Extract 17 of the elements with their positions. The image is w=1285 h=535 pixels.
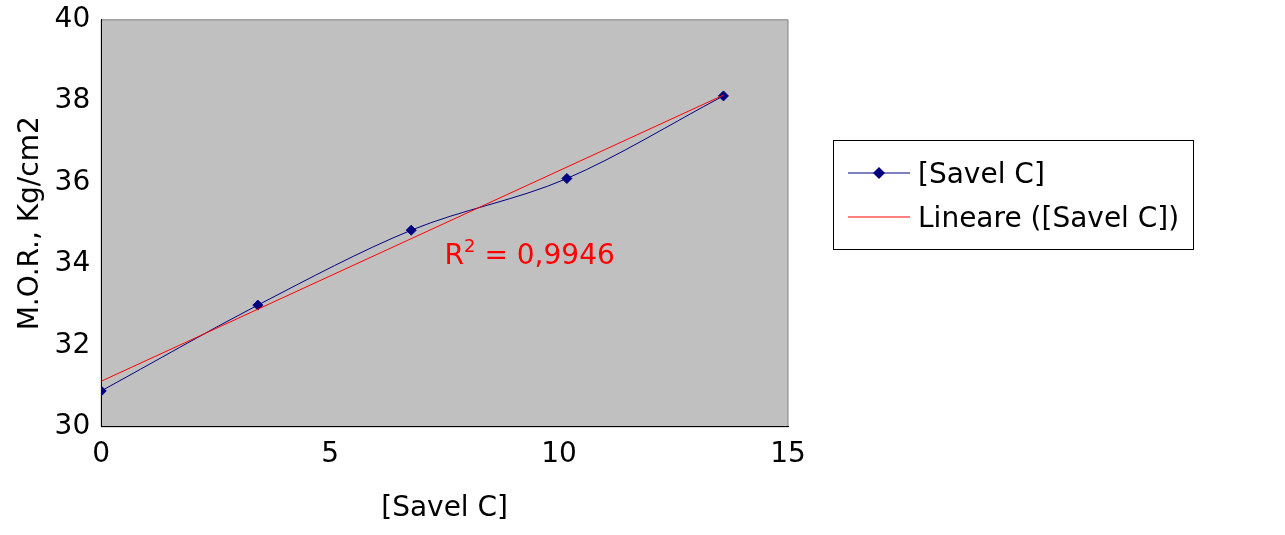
y-tick-label: 36 — [54, 163, 91, 197]
x-tick-label: 10 — [541, 435, 577, 469]
x-axis-title: [Savel C] — [381, 490, 509, 524]
x-tick-label: 0 — [92, 435, 111, 469]
point — [405, 224, 417, 236]
y-tick-label: 30 — [54, 408, 91, 442]
legend-label: [Savel C] — [918, 156, 1045, 190]
point — [561, 173, 573, 185]
y-tick-label: 34 — [54, 245, 91, 279]
x-tick-label: 5 — [321, 435, 340, 469]
x-tick-label: 15 — [770, 435, 806, 469]
legend-label: Lineare ([Savel C]) — [918, 200, 1180, 234]
point — [252, 299, 264, 311]
y-tick-label: 32 — [54, 326, 91, 360]
y-tick-label: 40 — [54, 1, 91, 35]
y-axis-title: M.O.R., Kg/cm2 — [12, 116, 46, 331]
y-tick-label: 38 — [54, 82, 91, 116]
